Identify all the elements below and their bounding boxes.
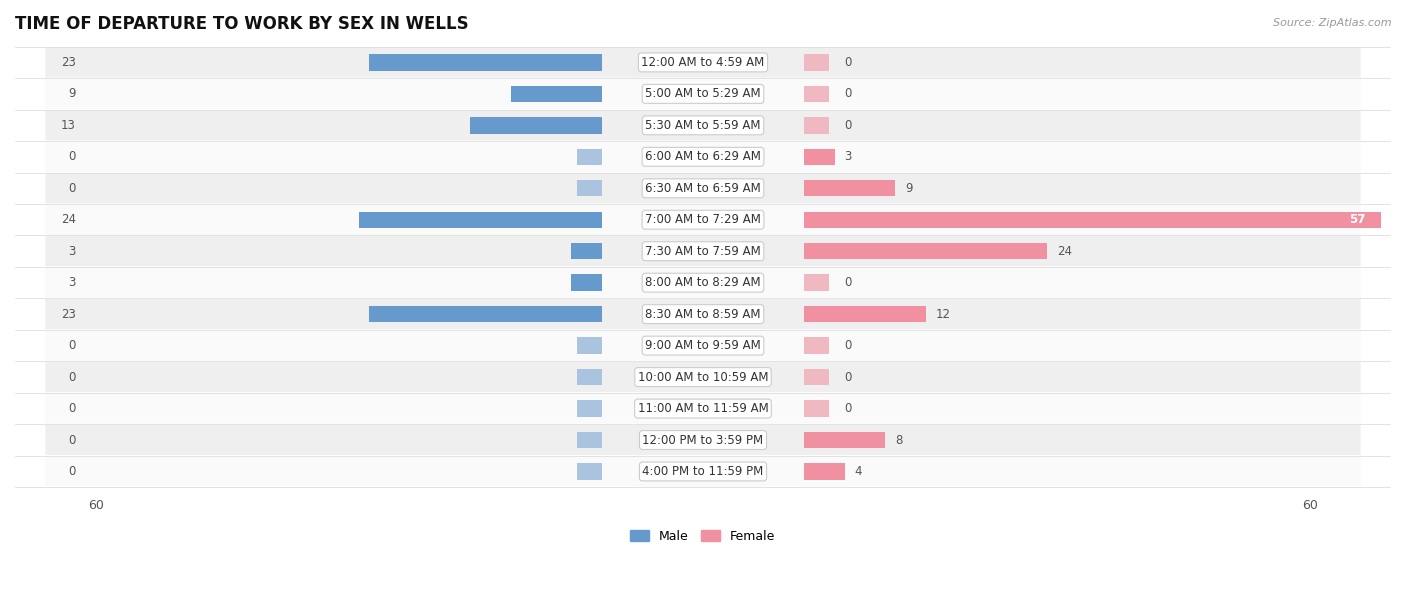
Text: 6:00 AM to 6:29 AM: 6:00 AM to 6:29 AM — [645, 151, 761, 163]
Text: 0: 0 — [845, 87, 852, 101]
Text: 6:30 AM to 6:59 AM: 6:30 AM to 6:59 AM — [645, 181, 761, 195]
Text: 23: 23 — [60, 308, 76, 321]
Text: 9:00 AM to 9:59 AM: 9:00 AM to 9:59 AM — [645, 339, 761, 352]
Bar — [359, 212, 602, 228]
Bar — [804, 306, 925, 322]
Bar — [571, 274, 602, 291]
Text: 0: 0 — [845, 339, 852, 352]
Text: 3: 3 — [845, 151, 852, 163]
FancyBboxPatch shape — [45, 173, 1361, 203]
Bar — [576, 400, 602, 416]
Text: 0: 0 — [69, 434, 76, 446]
FancyBboxPatch shape — [45, 362, 1361, 392]
Bar — [576, 432, 602, 448]
Text: 3: 3 — [69, 245, 76, 258]
Text: 0: 0 — [69, 181, 76, 195]
Text: 0: 0 — [69, 339, 76, 352]
Bar — [576, 149, 602, 165]
Text: 0: 0 — [69, 371, 76, 384]
Text: 8:30 AM to 8:59 AM: 8:30 AM to 8:59 AM — [645, 308, 761, 321]
Bar — [804, 337, 830, 354]
Legend: Male, Female: Male, Female — [630, 530, 776, 543]
FancyBboxPatch shape — [45, 425, 1361, 455]
Text: 12:00 PM to 3:59 PM: 12:00 PM to 3:59 PM — [643, 434, 763, 446]
Text: 0: 0 — [845, 371, 852, 384]
Text: 24: 24 — [60, 213, 76, 226]
Bar — [804, 432, 886, 448]
Text: 12:00 AM to 4:59 AM: 12:00 AM to 4:59 AM — [641, 56, 765, 69]
Bar — [576, 369, 602, 385]
Bar — [804, 369, 830, 385]
Text: 9: 9 — [69, 87, 76, 101]
Text: 57: 57 — [1350, 213, 1365, 226]
Bar — [804, 86, 830, 102]
FancyBboxPatch shape — [45, 393, 1361, 424]
Text: 3: 3 — [69, 276, 76, 289]
Text: 0: 0 — [845, 119, 852, 132]
Text: 0: 0 — [69, 151, 76, 163]
Bar — [470, 117, 602, 133]
Text: 11:00 AM to 11:59 AM: 11:00 AM to 11:59 AM — [638, 402, 768, 415]
Text: 9: 9 — [905, 181, 912, 195]
Bar — [576, 464, 602, 480]
FancyBboxPatch shape — [45, 205, 1361, 235]
Text: 8:00 AM to 8:29 AM: 8:00 AM to 8:29 AM — [645, 276, 761, 289]
Text: 13: 13 — [60, 119, 76, 132]
Text: 4:00 PM to 11:59 PM: 4:00 PM to 11:59 PM — [643, 465, 763, 478]
Text: 12: 12 — [936, 308, 950, 321]
Text: 0: 0 — [845, 276, 852, 289]
FancyBboxPatch shape — [45, 47, 1361, 77]
Bar — [576, 337, 602, 354]
Text: 0: 0 — [845, 56, 852, 69]
Bar — [804, 400, 830, 416]
Text: 5:30 AM to 5:59 AM: 5:30 AM to 5:59 AM — [645, 119, 761, 132]
FancyBboxPatch shape — [45, 79, 1361, 109]
FancyBboxPatch shape — [45, 142, 1361, 172]
Bar — [804, 212, 1381, 228]
Bar — [804, 180, 896, 196]
Bar — [804, 149, 835, 165]
Text: 8: 8 — [896, 434, 903, 446]
Text: 5:00 AM to 5:29 AM: 5:00 AM to 5:29 AM — [645, 87, 761, 101]
Text: 7:30 AM to 7:59 AM: 7:30 AM to 7:59 AM — [645, 245, 761, 258]
Text: 23: 23 — [60, 56, 76, 69]
Text: 0: 0 — [69, 465, 76, 478]
Bar — [804, 464, 845, 480]
Bar — [370, 54, 602, 71]
Text: 7:00 AM to 7:29 AM: 7:00 AM to 7:29 AM — [645, 213, 761, 226]
Text: TIME OF DEPARTURE TO WORK BY SEX IN WELLS: TIME OF DEPARTURE TO WORK BY SEX IN WELL… — [15, 15, 468, 33]
Text: 0: 0 — [69, 402, 76, 415]
Bar — [370, 306, 602, 322]
FancyBboxPatch shape — [45, 456, 1361, 487]
Text: 10:00 AM to 10:59 AM: 10:00 AM to 10:59 AM — [638, 371, 768, 384]
FancyBboxPatch shape — [45, 299, 1361, 329]
Text: 24: 24 — [1057, 245, 1073, 258]
FancyBboxPatch shape — [45, 236, 1361, 267]
Bar — [804, 243, 1047, 259]
Bar — [804, 54, 830, 71]
FancyBboxPatch shape — [45, 110, 1361, 140]
Text: 4: 4 — [855, 465, 862, 478]
FancyBboxPatch shape — [45, 330, 1361, 361]
Bar — [576, 180, 602, 196]
Bar — [571, 243, 602, 259]
Bar — [510, 86, 602, 102]
Bar — [804, 117, 830, 133]
Text: 0: 0 — [845, 402, 852, 415]
Text: Source: ZipAtlas.com: Source: ZipAtlas.com — [1274, 18, 1392, 28]
FancyBboxPatch shape — [45, 268, 1361, 298]
Bar — [804, 274, 830, 291]
